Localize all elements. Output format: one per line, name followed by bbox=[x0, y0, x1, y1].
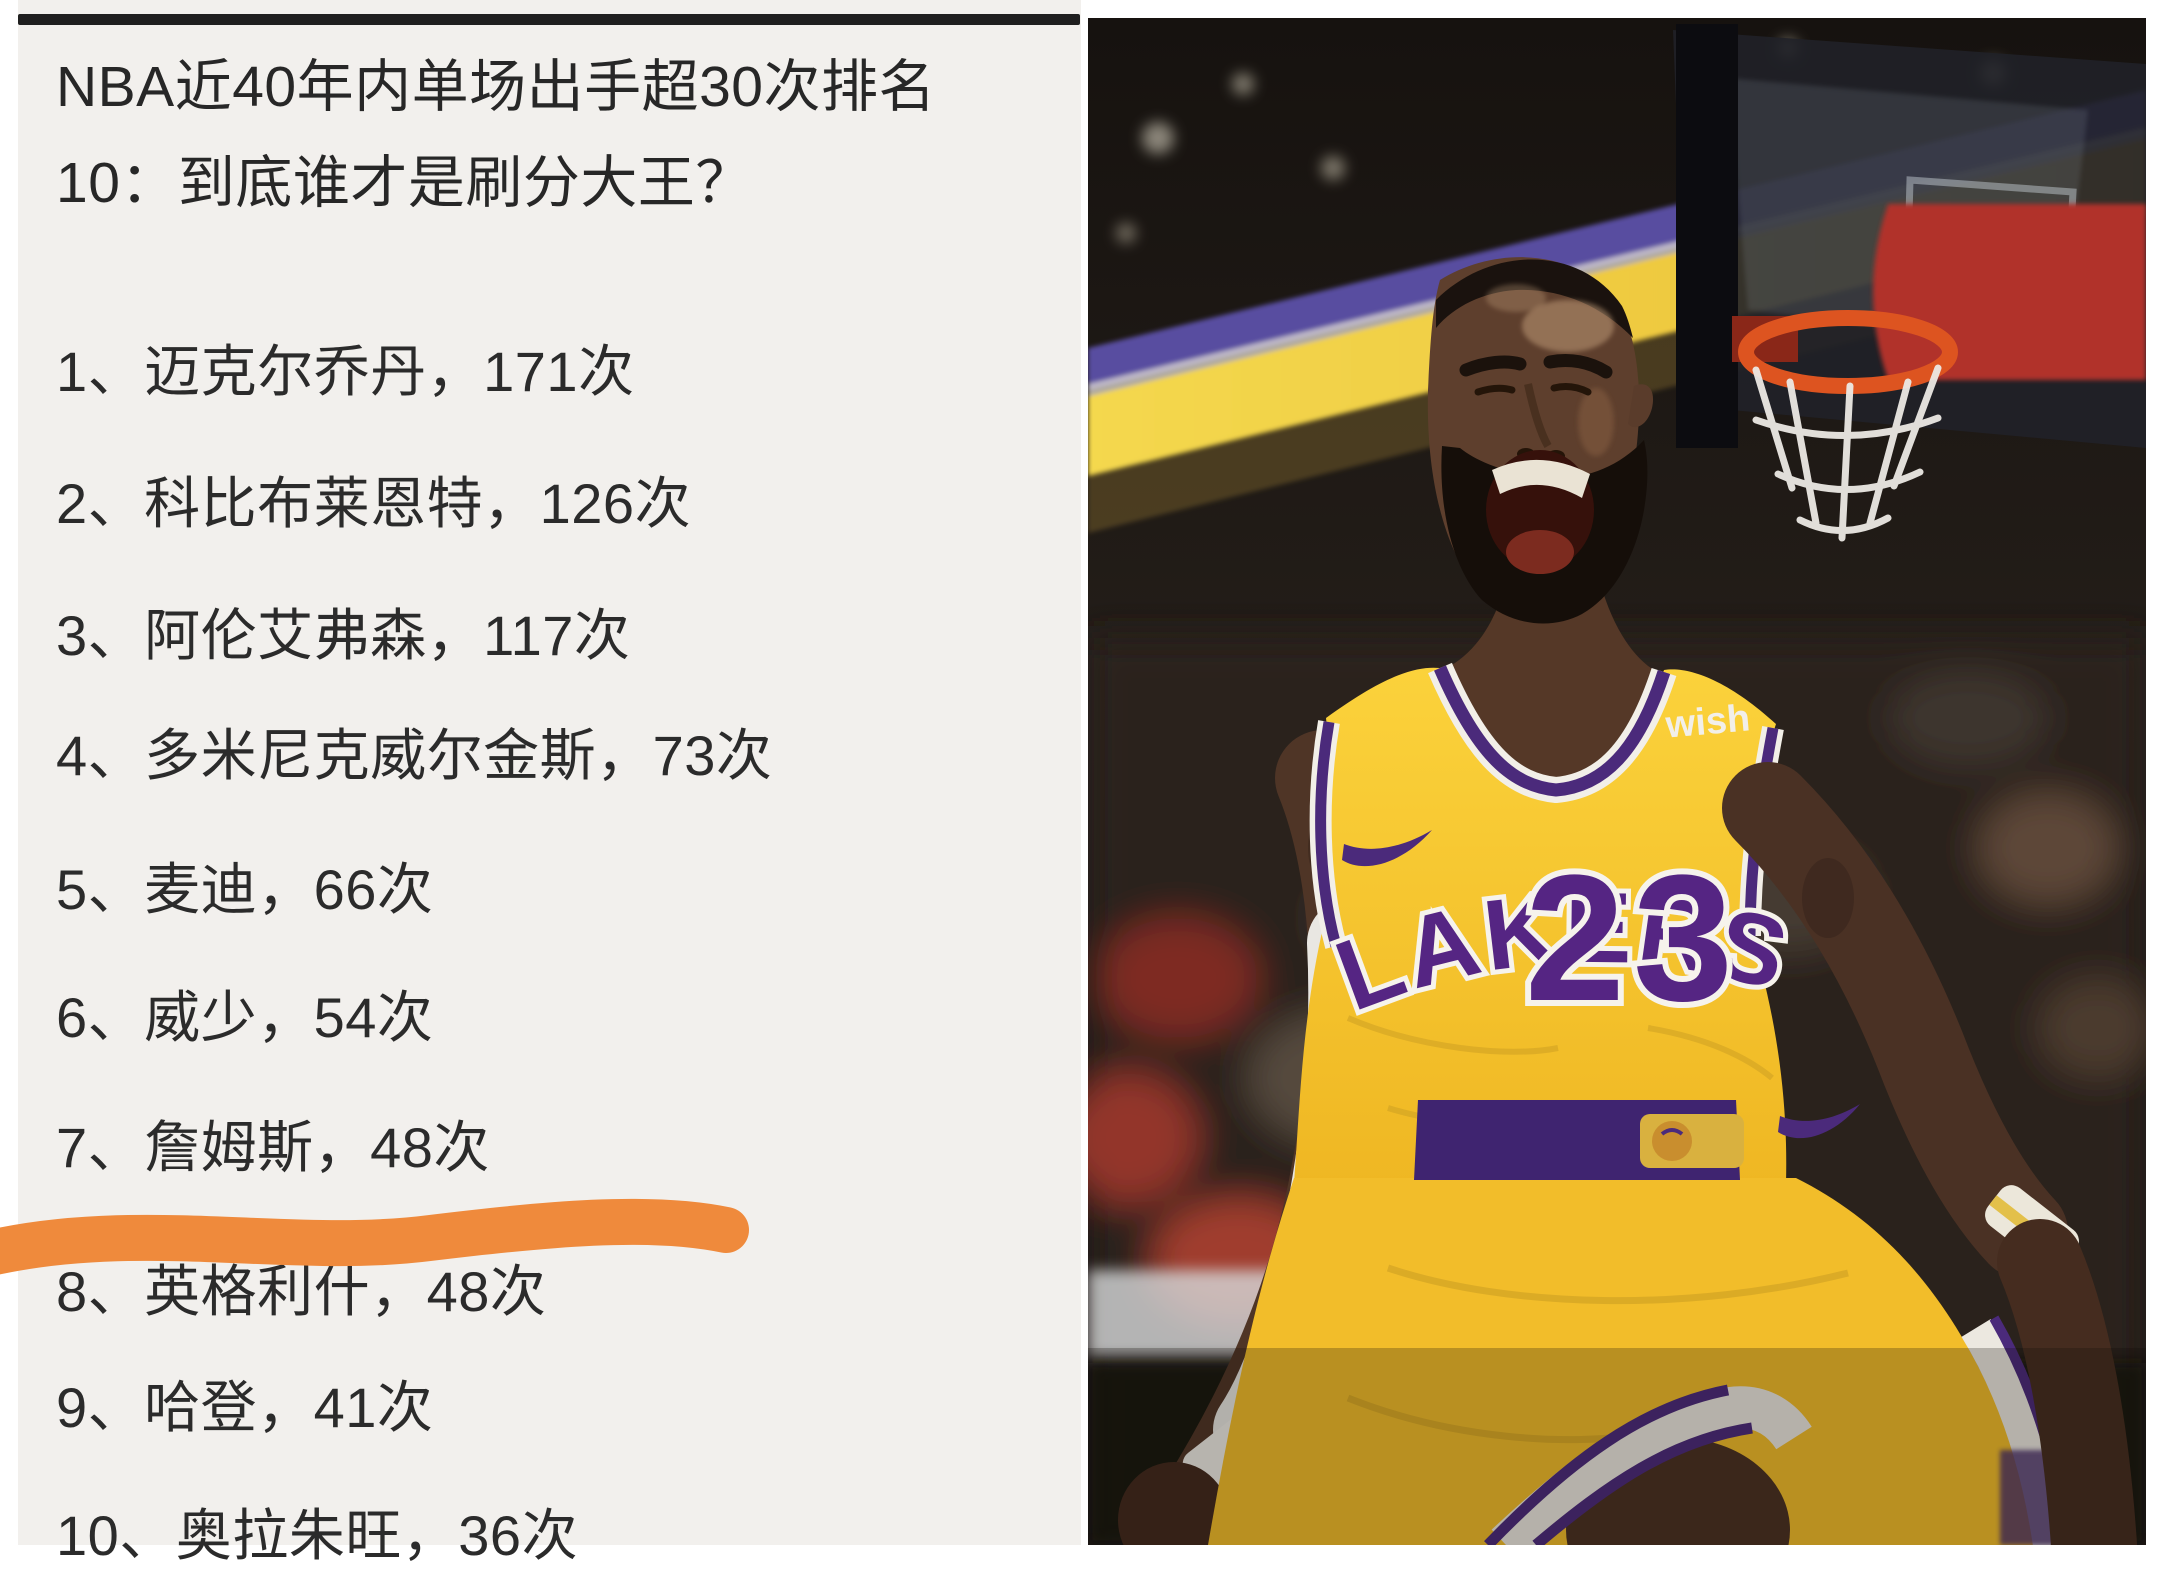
backboard-frame bbox=[1676, 24, 1738, 448]
ranking-panel: NBA近40年内单场出手超30次排名 10：到底谁才是刷分大王？ 1、迈克尔乔丹… bbox=[0, 0, 1081, 1567]
face-highlights bbox=[1486, 284, 1614, 456]
jersey bbox=[1294, 667, 1787, 1183]
shorts bbox=[1208, 1178, 2044, 1545]
neck bbox=[1450, 570, 1654, 786]
jersey-sponsor-wish: wish bbox=[1663, 697, 1752, 746]
ranking-item-3: 3、阿伦艾弗森，117次 bbox=[56, 604, 631, 667]
eyes bbox=[1474, 383, 1592, 396]
player-photo: wish LAKERS 23 bbox=[1088, 18, 2146, 1545]
ranking-item-9: 9、哈登，41次 bbox=[56, 1376, 434, 1439]
ranking-item-10: 10、奥拉朱旺，36次 bbox=[56, 1504, 579, 1567]
right-hand bbox=[1118, 1462, 1230, 1545]
ranking-item-2: 2、科比布莱恩特，126次 bbox=[56, 472, 692, 535]
shorts-trim-white bbox=[1491, 1386, 1812, 1545]
ranking-item-6: 6、威少，54次 bbox=[56, 986, 434, 1049]
backboard-pad-red bbox=[1873, 204, 2146, 380]
nike-swoosh-logo bbox=[1342, 830, 1432, 867]
player-head bbox=[1427, 257, 1654, 624]
ranking-item-8: 8、英格利什，48次 bbox=[56, 1260, 547, 1323]
ranking-item-7: 7、詹姆斯，48次 bbox=[56, 1116, 490, 1179]
ear bbox=[1628, 384, 1654, 428]
lebron-figure: wish LAKERS 23 bbox=[1118, 257, 2137, 1545]
ranking-title-line1: NBA近40年内单场出手超30次排名 bbox=[56, 55, 937, 119]
ranking-item-5: 5、麦迪，66次 bbox=[56, 858, 434, 921]
ranking-title-line2: 10：到底谁才是刷分大王？ bbox=[56, 151, 753, 215]
net bbox=[1752, 364, 1942, 542]
eyebrows bbox=[1459, 353, 1613, 379]
tongue bbox=[1506, 530, 1574, 574]
hair bbox=[1436, 259, 1633, 338]
nose bbox=[1524, 383, 1552, 448]
shorts-nike-swoosh bbox=[1778, 1104, 1860, 1139]
vignette bbox=[1088, 1348, 2146, 1545]
basketball-hoop bbox=[1673, 24, 2146, 542]
ranking-item-4: 4、多米尼克威尔金斯，73次 bbox=[56, 724, 773, 787]
left-forearm bbox=[1997, 1219, 2137, 1545]
player-left-arm bbox=[1722, 762, 2137, 1545]
jersey-number: 23 bbox=[1525, 838, 1741, 1039]
top-divider-bar bbox=[18, 14, 1080, 25]
shorts-group bbox=[1208, 1100, 2073, 1545]
ranking-item-1: 1、迈克尔乔丹，171次 bbox=[56, 340, 635, 403]
upper-teeth bbox=[1492, 459, 1590, 498]
